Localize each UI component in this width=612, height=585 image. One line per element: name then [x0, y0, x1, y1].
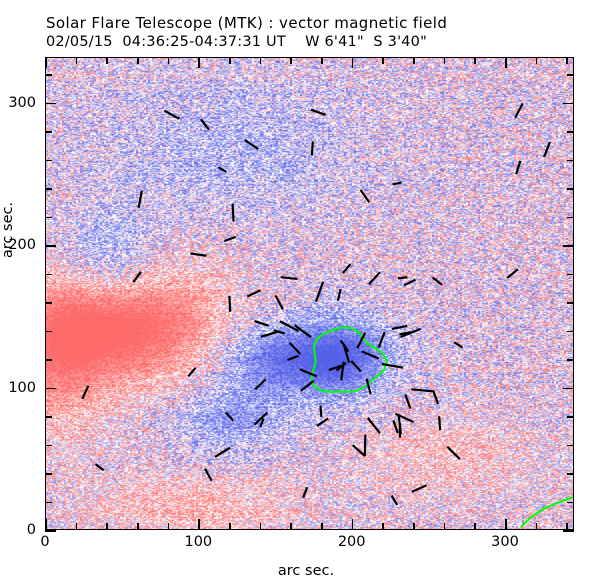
plot-title-block: Solar Flare Telescope (MTK) : vector mag…: [46, 14, 586, 52]
x-tick-260: [443, 523, 446, 530]
y-axis-tick-label-200: 200: [8, 237, 36, 254]
x-tick-top-260: [443, 57, 446, 64]
y-tick-right-80: [567, 416, 574, 418]
y-axis-tick-label-0: 0: [26, 522, 36, 538]
y-tick-right-180: [567, 273, 574, 276]
y-tick-right-20: [567, 501, 574, 503]
x-tick-top-300: [505, 57, 507, 68]
x-axis-label: arc sec.: [277, 563, 335, 579]
y-tick-right-300: [563, 102, 574, 105]
y-tick-260: [45, 159, 52, 162]
x-axis-tick-label-300: 300: [491, 534, 519, 550]
y-tick-right-200: [563, 245, 574, 247]
y-tick-right-320: [567, 74, 574, 76]
x-tick-280: [474, 523, 476, 530]
magnetogram-plot-area: [45, 57, 574, 530]
x-tick-60: [137, 523, 139, 530]
x-tick-top-80: [167, 57, 170, 64]
x-tick-top-340: [566, 57, 568, 64]
magnetogram-image: [46, 58, 573, 529]
x-tick-top-40: [106, 57, 108, 64]
y-tick-140: [45, 330, 52, 333]
x-tick-180: [321, 523, 323, 530]
y-tick-right-60: [567, 444, 574, 447]
y-tick-40: [45, 473, 52, 475]
y-tick-320: [45, 74, 52, 76]
y-tick-right-280: [567, 131, 574, 133]
x-tick-top-140: [259, 57, 262, 64]
x-tick-top-20: [75, 57, 78, 64]
x-tick-top-220: [382, 57, 384, 64]
x-tick-top-180: [321, 57, 323, 64]
x-tick-100: [198, 519, 200, 530]
x-axis-tick-label-200: 200: [337, 534, 366, 550]
y-tick-100: [45, 387, 56, 390]
y-axis-tick-label-100: 100: [8, 379, 36, 396]
x-tick-0: [45, 519, 47, 530]
x-tick-20: [75, 523, 78, 530]
y-tick-right-100: [563, 387, 574, 390]
y-tick-right-220: [567, 216, 574, 219]
y-tick-right-240: [567, 188, 574, 190]
x-tick-220: [382, 523, 384, 530]
x-tick-300: [505, 519, 507, 530]
y-tick-180: [45, 273, 52, 276]
x-tick-top-120: [229, 57, 231, 64]
x-tick-40: [106, 523, 108, 530]
y-tick-right-260: [567, 159, 574, 162]
x-tick-top-100: [198, 57, 200, 68]
x-tick-top-200: [351, 57, 354, 68]
y-tick-200: [45, 245, 56, 247]
x-tick-120: [229, 523, 231, 530]
y-tick-60: [45, 444, 52, 447]
x-tick-top-240: [413, 57, 415, 64]
y-tick-right-120: [567, 359, 574, 361]
y-tick-20: [45, 501, 52, 503]
y-tick-right-140: [567, 330, 574, 333]
y-tick-right-40: [567, 473, 574, 475]
x-tick-top-0: [45, 57, 47, 68]
x-tick-80: [167, 523, 170, 530]
y-tick-0: [45, 530, 56, 532]
y-tick-300: [45, 102, 56, 105]
x-tick-top-60: [137, 57, 139, 64]
y-tick-120: [45, 359, 52, 361]
y-tick-160: [45, 302, 52, 304]
x-axis-tick-label-100: 100: [184, 534, 213, 550]
x-tick-top-320: [535, 57, 538, 64]
y-axis-tick-label-300: 300: [8, 94, 36, 111]
y-tick-right-160: [567, 302, 574, 304]
y-tick-280: [45, 131, 52, 133]
x-tick-240: [413, 523, 415, 530]
y-tick-240: [45, 188, 52, 190]
plot-subtitle: 02/05/15 04:36:25-04:37:31 UT W 6'41" S …: [46, 34, 427, 50]
y-tick-220: [45, 216, 52, 219]
plot-title: Solar Flare Telescope (MTK) : vector mag…: [46, 14, 448, 32]
y-tick-right-0: [563, 530, 574, 532]
x-tick-200: [351, 519, 354, 530]
x-tick-340: [566, 523, 568, 530]
x-tick-160: [290, 523, 292, 530]
x-tick-140: [259, 523, 262, 530]
x-tick-320: [535, 523, 538, 530]
y-axis-label: arc sec.: [0, 201, 16, 259]
x-tick-top-160: [290, 57, 292, 64]
x-axis-tick-label-0: 0: [40, 534, 50, 550]
x-tick-top-280: [474, 57, 476, 64]
y-tick-80: [45, 416, 52, 418]
